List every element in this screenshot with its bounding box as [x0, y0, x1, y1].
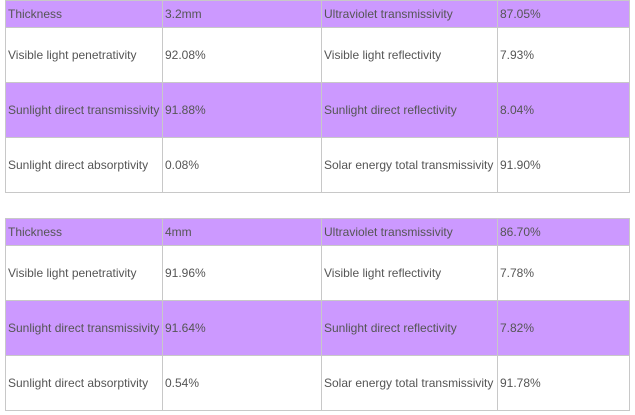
property-cell: Thickness — [5, 0, 163, 28]
property-cell: Sunlight direct reflectivity — [321, 82, 498, 138]
property-cell: Sunlight direct absorptivity — [5, 137, 163, 193]
spec-table: Thickness 4mm Ultraviolet transmissivity 86… — [5, 218, 630, 411]
value-cell: 0.08% — [162, 137, 322, 193]
property-cell: Thickness — [5, 218, 163, 246]
property-cell: Visible light reflectivity — [321, 27, 498, 83]
value-cell: 91.90% — [497, 137, 630, 193]
value-cell: 3.2mm — [162, 0, 322, 28]
table-row: Sunlight direct absorptivity 0.54% Solar e… — [5, 355, 630, 411]
property-cell: Sunlight direct absorptivity — [5, 355, 163, 411]
value-cell: 86.70% — [497, 218, 630, 246]
value-cell: 7.78% — [497, 245, 630, 301]
table-row: Sunlight direct absorptivity 0.08% Solar e… — [5, 137, 630, 193]
table-row: Thickness 3.2mm Ultraviolet transmissivity… — [5, 0, 630, 28]
property-cell: Visible light penetrativity — [5, 27, 163, 83]
value-cell: 0.54% — [162, 355, 322, 411]
value-cell: 4mm — [162, 218, 322, 246]
value-cell: 8.04% — [497, 82, 630, 138]
spec-table: Thickness 3.2mm Ultraviolet transmissivity… — [5, 0, 630, 193]
value-cell: 92.08% — [162, 27, 322, 83]
property-cell: Sunlight direct transmissivity — [5, 300, 163, 356]
value-cell: 87.05% — [497, 0, 630, 28]
table-row: Thickness 4mm Ultraviolet transmissivity 86… — [5, 218, 630, 246]
table-row: Sunlight direct transmissivity 91.88% Sunl… — [5, 82, 630, 138]
property-cell: Visible light penetrativity — [5, 245, 163, 301]
value-cell: 91.64% — [162, 300, 322, 356]
value-cell: 7.82% — [497, 300, 630, 356]
value-cell: 7.93% — [497, 27, 630, 83]
property-cell: Sunlight direct transmissivity — [5, 82, 163, 138]
value-cell: 91.96% — [162, 245, 322, 301]
table-row: Sunlight direct transmissivity 91.64% Sunl… — [5, 300, 630, 356]
value-cell: 91.88% — [162, 82, 322, 138]
property-cell: Ultraviolet transmissivity — [321, 0, 498, 28]
value-cell: 91.78% — [497, 355, 630, 411]
table-row: Visible light penetrativity 91.96% Visible… — [5, 245, 630, 301]
property-cell: Visible light reflectivity — [321, 245, 498, 301]
property-cell: Solar energy total transmissivity — [321, 355, 498, 411]
property-cell: Solar energy total transmissivity — [321, 137, 498, 193]
property-cell: Sunlight direct reflectivity — [321, 300, 498, 356]
table-row: Visible light penetrativity 92.08% Visible… — [5, 27, 630, 83]
property-cell: Ultraviolet transmissivity — [321, 218, 498, 246]
